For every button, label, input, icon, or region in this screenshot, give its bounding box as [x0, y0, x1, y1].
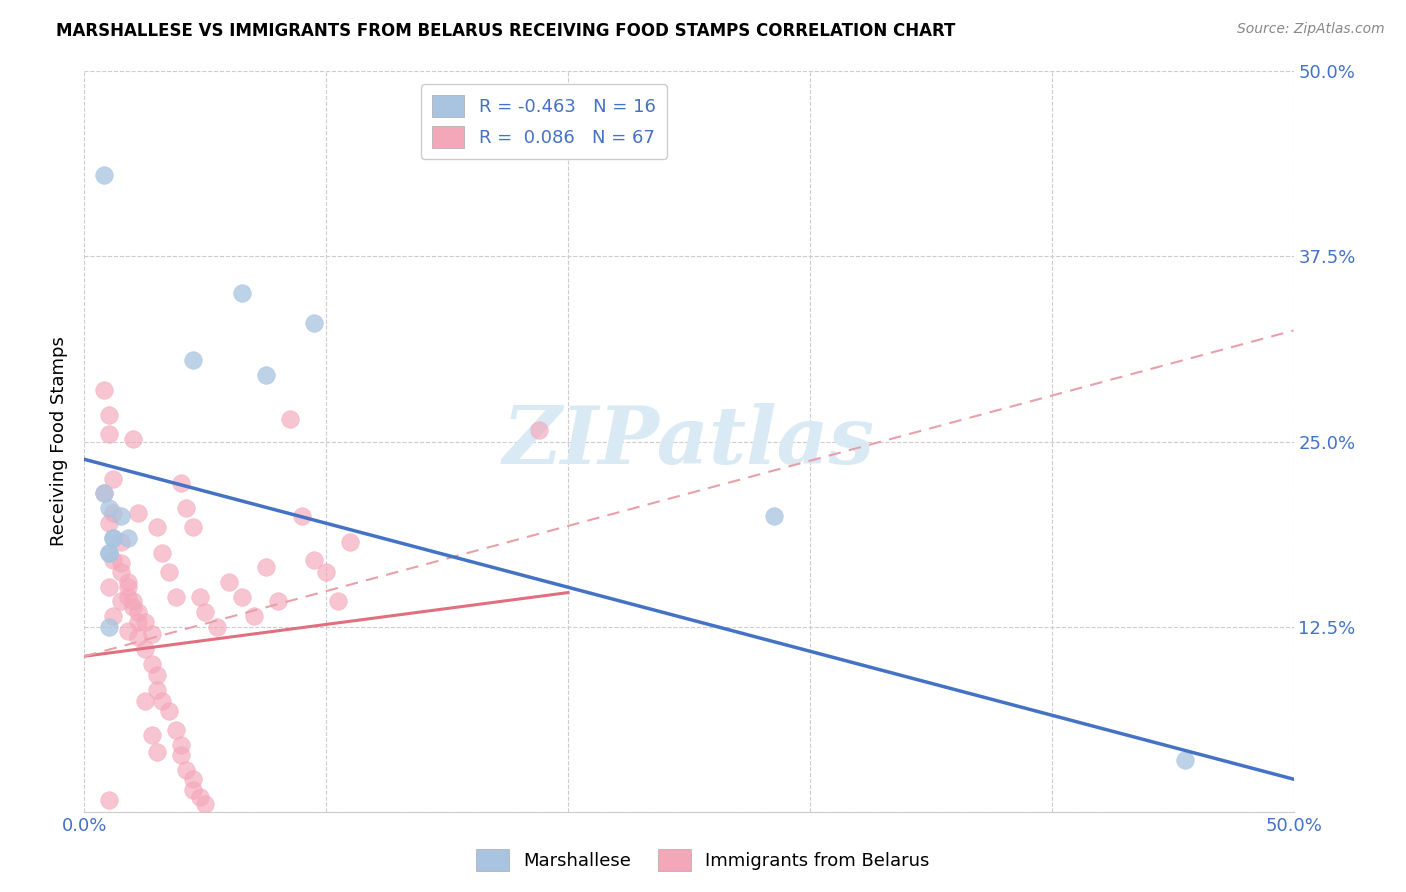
Point: [170, 738, 193, 752]
Point: [110, 594, 132, 608]
Point: [103, 609, 125, 624]
Point: [121, 600, 143, 615]
Point: [97, 408, 120, 422]
Point: [93, 168, 115, 182]
Point: [97, 580, 120, 594]
Point: [97, 619, 120, 633]
Point: [1174, 753, 1197, 767]
Point: [134, 641, 156, 656]
Point: [117, 624, 139, 638]
Point: [103, 471, 125, 485]
Point: [127, 506, 149, 520]
Point: [121, 432, 143, 446]
Point: [134, 694, 156, 708]
Point: [110, 556, 132, 570]
Point: [146, 520, 169, 534]
Point: [181, 520, 204, 534]
Point: [315, 565, 337, 579]
Point: [134, 615, 156, 630]
Point: [97, 516, 120, 530]
Point: [302, 553, 325, 567]
Point: [242, 609, 264, 624]
Point: [117, 531, 139, 545]
Legend: Marshallese, Immigrants from Belarus: Marshallese, Immigrants from Belarus: [470, 842, 936, 879]
Point: [194, 605, 217, 619]
Y-axis label: Receiving Food Stamps: Receiving Food Stamps: [49, 336, 67, 547]
Point: [117, 575, 139, 590]
Point: [165, 590, 187, 604]
Text: ZIPatlas: ZIPatlas: [503, 403, 875, 480]
Point: [207, 619, 229, 633]
Text: Source: ZipAtlas.com: Source: ZipAtlas.com: [1237, 22, 1385, 37]
Point: [103, 506, 125, 520]
Point: [141, 728, 163, 742]
Point: [110, 535, 132, 549]
Point: [157, 704, 180, 718]
Point: [141, 627, 163, 641]
Point: [141, 657, 163, 671]
Point: [97, 793, 120, 807]
Point: [328, 594, 350, 608]
Legend: R = -0.463   N = 16, R =  0.086   N = 67: R = -0.463 N = 16, R = 0.086 N = 67: [422, 84, 666, 159]
Point: [181, 772, 204, 786]
Point: [278, 412, 301, 426]
Text: MARSHALLESE VS IMMIGRANTS FROM BELARUS RECEIVING FOOD STAMPS CORRELATION CHART: MARSHALLESE VS IMMIGRANTS FROM BELARUS R…: [56, 22, 956, 40]
Point: [146, 683, 169, 698]
Point: [117, 580, 139, 594]
Point: [93, 383, 115, 397]
Point: [170, 748, 193, 763]
Point: [170, 475, 193, 490]
Point: [93, 486, 115, 500]
Point: [190, 590, 212, 604]
Point: [762, 508, 785, 523]
Point: [302, 316, 325, 330]
Point: [254, 560, 277, 574]
Point: [190, 789, 212, 804]
Point: [110, 508, 132, 523]
Point: [97, 427, 120, 442]
Point: [103, 553, 125, 567]
Point: [165, 723, 187, 738]
Point: [181, 353, 204, 368]
Point: [97, 546, 120, 560]
Point: [291, 508, 314, 523]
Point: [97, 501, 120, 516]
Point: [339, 535, 361, 549]
Point: [103, 531, 125, 545]
Point: [254, 368, 277, 382]
Point: [181, 782, 204, 797]
Point: [527, 423, 550, 437]
Point: [174, 501, 197, 516]
Point: [157, 565, 180, 579]
Point: [121, 594, 143, 608]
Point: [231, 286, 253, 301]
Point: [97, 546, 120, 560]
Point: [127, 615, 149, 630]
Point: [127, 605, 149, 619]
Point: [267, 594, 290, 608]
Point: [150, 546, 173, 560]
Point: [110, 565, 132, 579]
Point: [231, 590, 253, 604]
Point: [146, 746, 169, 760]
Point: [194, 797, 217, 812]
Point: [218, 575, 240, 590]
Point: [93, 486, 115, 500]
Point: [146, 668, 169, 682]
Point: [117, 590, 139, 604]
Point: [127, 630, 149, 644]
Point: [103, 531, 125, 545]
Point: [174, 764, 197, 778]
Point: [150, 694, 173, 708]
